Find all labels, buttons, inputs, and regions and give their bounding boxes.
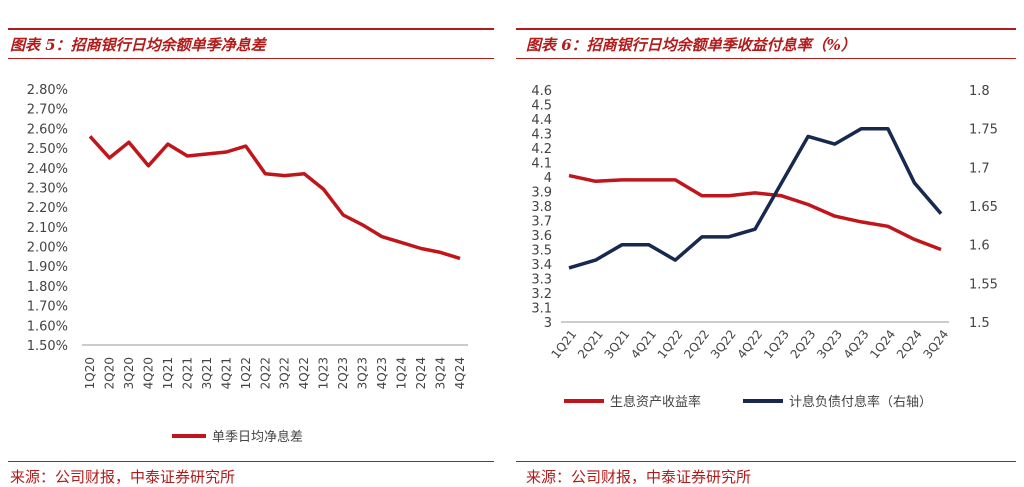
x-tick-label: 2Q22 xyxy=(681,327,712,361)
x-tick-label: 2Q24 xyxy=(414,357,428,389)
series-line-net-interest-margin xyxy=(90,136,460,258)
y-tick-label: 2.70% xyxy=(27,103,68,118)
x-tick-label: 3Q21 xyxy=(602,327,633,361)
right-bottom-rule xyxy=(516,461,1016,462)
right-y-tick-label: 1.55 xyxy=(969,277,998,292)
y-tick-label: 1.70% xyxy=(27,300,68,315)
x-tick-label: 3Q24 xyxy=(434,357,448,389)
x-tick-label: 1Q24 xyxy=(395,357,409,389)
x-tick-label: 4Q21 xyxy=(628,327,659,361)
x-tick-label: 4Q23 xyxy=(841,327,872,361)
left-y-tick-label: 3 xyxy=(544,316,552,331)
y-tick-label: 2.60% xyxy=(27,122,68,137)
left-y-tick-label: 4.2 xyxy=(531,142,552,157)
x-tick-label: 2Q24 xyxy=(894,327,925,361)
x-tick-label: 3Q24 xyxy=(920,327,951,361)
x-tick-label: 1Q24 xyxy=(867,327,898,361)
series-line-asset-yield xyxy=(569,176,941,250)
x-tick-label: 2Q21 xyxy=(180,357,194,389)
legend-label: 生息资产收益率 xyxy=(610,394,701,410)
x-tick-label: 3Q22 xyxy=(278,357,292,389)
x-tick-label: 1Q23 xyxy=(317,357,331,389)
x-tick-label: 1Q23 xyxy=(761,327,792,361)
left-chart-panel: 图表 5：招商银行日均余额单季净息差 1.50%1.60%1.70%1.80%1… xyxy=(0,0,500,484)
y-tick-label: 2.20% xyxy=(27,201,68,216)
y-tick-label: 2.50% xyxy=(27,142,68,157)
y-tick-label: 2.40% xyxy=(27,162,68,177)
right-y-tick-label: 1.65 xyxy=(969,200,998,215)
left-y-tick-label: 4.5 xyxy=(531,99,552,114)
left-y-tick-label: 3.3 xyxy=(531,273,552,288)
x-tick-label: 4Q22 xyxy=(734,327,765,361)
x-tick-label: 3Q23 xyxy=(814,327,845,361)
legend-label: 单季日均净息差 xyxy=(212,429,303,445)
x-tick-label: 1Q22 xyxy=(655,327,686,361)
left-y-tick-label: 3.2 xyxy=(531,287,552,302)
legend-label: 计息负债付息率（右轴） xyxy=(789,394,932,410)
x-tick-label: 3Q23 xyxy=(356,357,370,389)
left-y-tick-label: 4.1 xyxy=(531,157,552,172)
series-line-liability-cost xyxy=(569,129,941,268)
left-y-tick-label: 3.8 xyxy=(531,200,552,215)
right-y-tick-label: 1.8 xyxy=(969,84,990,99)
x-tick-label: 3Q22 xyxy=(708,327,739,361)
x-tick-label: 4Q21 xyxy=(219,357,233,389)
x-tick-label: 4Q23 xyxy=(375,357,389,389)
right-chart-svg: 33.13.23.33.43.53.63.73.83.944.14.24.34.… xyxy=(512,0,1024,460)
y-tick-label: 1.80% xyxy=(27,280,68,295)
x-tick-label: 1Q21 xyxy=(161,357,175,389)
x-tick-label: 4Q20 xyxy=(141,357,155,389)
x-tick-label: 4Q22 xyxy=(297,357,311,389)
left-y-tick-label: 4 xyxy=(544,171,552,186)
y-tick-label: 1.60% xyxy=(27,319,68,334)
x-tick-label: 4Q24 xyxy=(453,357,467,389)
y-tick-label: 2.80% xyxy=(27,83,68,98)
left-y-tick-label: 4.3 xyxy=(531,128,552,143)
right-y-tick-label: 1.5 xyxy=(969,316,990,331)
left-y-tick-label: 4.4 xyxy=(531,113,552,128)
left-y-tick-label: 3.1 xyxy=(531,302,552,317)
x-tick-label: 1Q21 xyxy=(548,327,579,361)
x-tick-label: 3Q20 xyxy=(122,357,136,389)
x-tick-label: 1Q20 xyxy=(83,357,97,389)
left-bottom-rule xyxy=(8,461,494,462)
x-tick-label: 2Q21 xyxy=(575,327,606,361)
left-y-tick-label: 3.6 xyxy=(531,229,552,244)
left-y-tick-label: 3.4 xyxy=(531,258,552,273)
right-y-tick-label: 1.75 xyxy=(969,123,998,138)
x-tick-label: 2Q23 xyxy=(336,357,350,389)
y-tick-label: 2.10% xyxy=(27,221,68,236)
y-tick-label: 1.50% xyxy=(27,339,68,354)
left-chart-svg: 1.50% 1.60% 1.70% 1.80% 1.90% 2.00% 2.10% 2.20%… xyxy=(0,0,500,460)
x-tick-label: 2Q22 xyxy=(258,357,272,389)
x-tick-label: 3Q21 xyxy=(200,357,214,389)
x-tick-label: 1Q22 xyxy=(239,357,253,389)
y-tick-label: 2.00% xyxy=(27,241,68,256)
x-tick-label: 2Q23 xyxy=(788,327,819,361)
y-tick-label: 2.30% xyxy=(27,181,68,196)
left-y-tick-label: 3.7 xyxy=(531,215,552,230)
x-tick-label: 2Q20 xyxy=(102,357,116,389)
left-y-tick-label: 3.5 xyxy=(531,244,552,259)
left-y-tick-label: 3.9 xyxy=(531,186,552,201)
right-y-tick-label: 1.6 xyxy=(969,239,990,254)
right-y-tick-label: 1.7 xyxy=(969,161,990,176)
left-y-tick-label: 4.6 xyxy=(531,84,552,99)
y-tick-label: 1.90% xyxy=(27,260,68,275)
